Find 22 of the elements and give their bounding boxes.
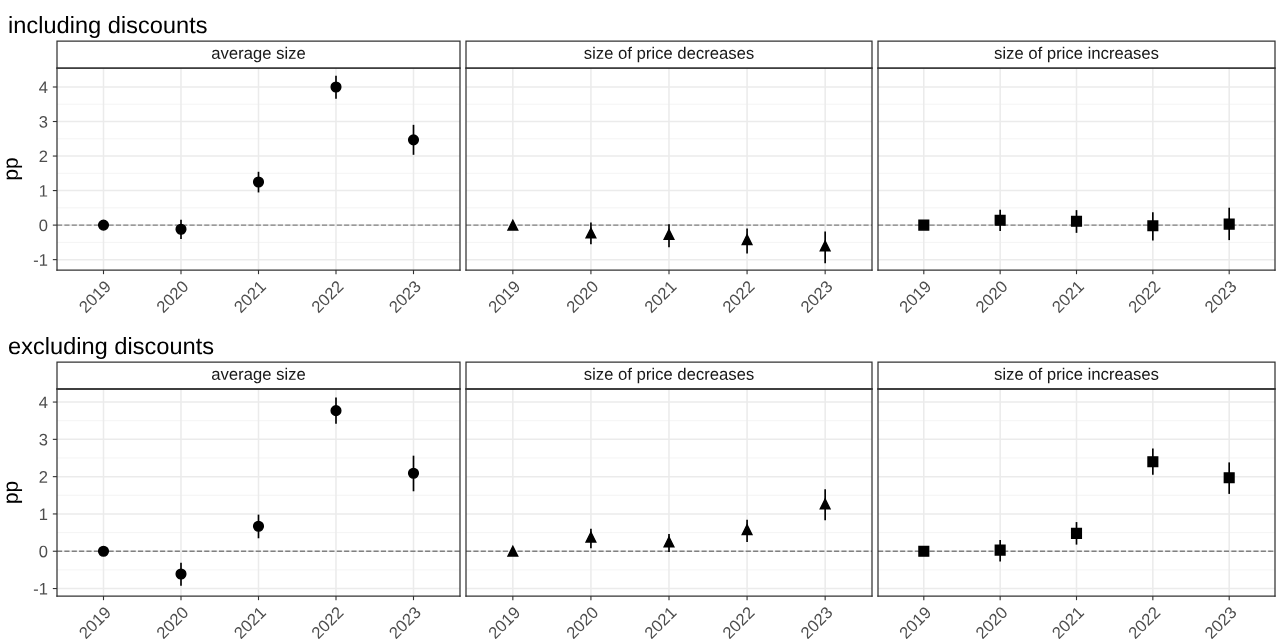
y-tick-label: 2: [39, 471, 48, 483]
y-tick-label: 1: [39, 508, 48, 520]
y-tick-label: -1: [33, 254, 48, 266]
chart-title: size of price increases: [994, 367, 1159, 384]
y-axis-title: pp: [6, 158, 23, 180]
chart-title: size of price decreases: [584, 367, 754, 384]
y-tick-label: 0: [39, 545, 48, 558]
y-tick-label: 2: [39, 150, 48, 163]
y-tick-label: -1: [33, 583, 48, 595]
chart-title: average size: [211, 367, 306, 384]
y-tick-label: 3: [39, 433, 48, 446]
y-tick-label: 0: [39, 219, 48, 232]
text: excluding discounts: [9, 337, 214, 360]
chart-title: average size: [211, 46, 306, 63]
y-tick-label: 4: [39, 396, 48, 409]
text: including discounts: [9, 16, 207, 38]
chart-title: size of price increases: [994, 46, 1159, 63]
chart-title: size of price decreases: [584, 46, 754, 63]
y-axis-title: pp: [6, 481, 23, 503]
y-tick-label: 1: [39, 185, 48, 197]
y-tick-label: 4: [39, 81, 48, 94]
y-tick-label: 3: [39, 115, 48, 128]
